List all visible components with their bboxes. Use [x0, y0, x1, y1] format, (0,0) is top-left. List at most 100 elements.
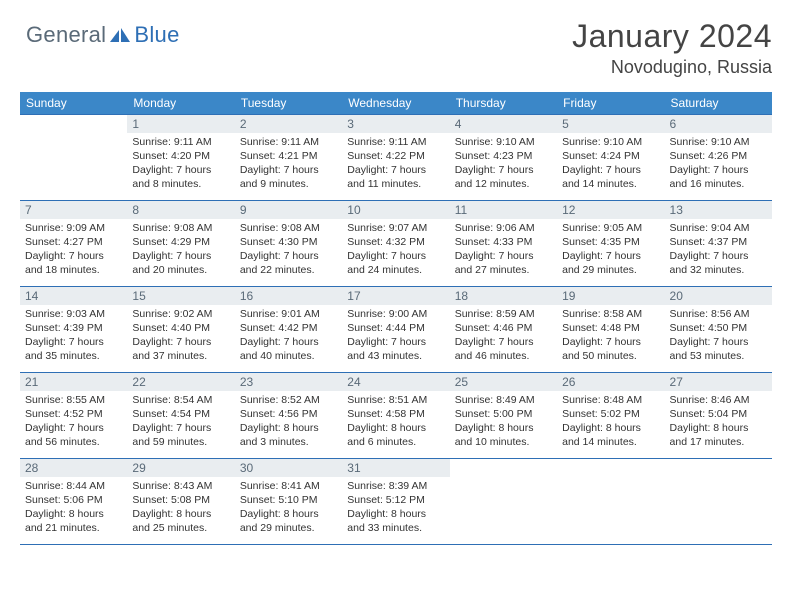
day-details: Sunrise: 9:11 AMSunset: 4:20 PMDaylight:…: [127, 133, 234, 195]
daylight-line-1: Daylight: 7 hours: [455, 250, 552, 264]
daylight-line-2: and 10 minutes.: [455, 436, 552, 450]
sunset-line: Sunset: 4:33 PM: [455, 236, 552, 250]
calendar-day-cell: 1Sunrise: 9:11 AMSunset: 4:20 PMDaylight…: [127, 115, 234, 201]
sunrise-line: Sunrise: 8:52 AM: [240, 394, 337, 408]
calendar-day-cell: 2Sunrise: 9:11 AMSunset: 4:21 PMDaylight…: [235, 115, 342, 201]
day-details: Sunrise: 8:43 AMSunset: 5:08 PMDaylight:…: [127, 477, 234, 539]
calendar-day-cell: 24Sunrise: 8:51 AMSunset: 4:58 PMDayligh…: [342, 373, 449, 459]
calendar-day-cell: 5Sunrise: 9:10 AMSunset: 4:24 PMDaylight…: [557, 115, 664, 201]
daylight-line-2: and 21 minutes.: [25, 522, 122, 536]
sunrise-line: Sunrise: 9:06 AM: [455, 222, 552, 236]
weekday-header: Friday: [557, 92, 664, 115]
daylight-line-1: Daylight: 7 hours: [25, 336, 122, 350]
daylight-line-1: Daylight: 7 hours: [670, 250, 767, 264]
daylight-line-2: and 50 minutes.: [562, 350, 659, 364]
calendar-day-cell: 6Sunrise: 9:10 AMSunset: 4:26 PMDaylight…: [665, 115, 772, 201]
day-details: Sunrise: 8:46 AMSunset: 5:04 PMDaylight:…: [665, 391, 772, 453]
sunset-line: Sunset: 5:00 PM: [455, 408, 552, 422]
day-number: 30: [235, 459, 342, 477]
daylight-line-1: Daylight: 7 hours: [670, 164, 767, 178]
daylight-line-2: and 14 minutes.: [562, 436, 659, 450]
daylight-line-1: Daylight: 7 hours: [347, 164, 444, 178]
sunset-line: Sunset: 4:56 PM: [240, 408, 337, 422]
daylight-line-2: and 16 minutes.: [670, 178, 767, 192]
calendar-day-cell: 29Sunrise: 8:43 AMSunset: 5:08 PMDayligh…: [127, 459, 234, 545]
daylight-line-1: Daylight: 7 hours: [240, 336, 337, 350]
day-number: 23: [235, 373, 342, 391]
sunrise-line: Sunrise: 8:49 AM: [455, 394, 552, 408]
daylight-line-2: and 32 minutes.: [670, 264, 767, 278]
day-number: 21: [20, 373, 127, 391]
daylight-line-2: and 35 minutes.: [25, 350, 122, 364]
calendar-day-cell: 4Sunrise: 9:10 AMSunset: 4:23 PMDaylight…: [450, 115, 557, 201]
daylight-line-2: and 29 minutes.: [240, 522, 337, 536]
day-details: Sunrise: 9:01 AMSunset: 4:42 PMDaylight:…: [235, 305, 342, 367]
sunrise-line: Sunrise: 8:55 AM: [25, 394, 122, 408]
sunrise-line: Sunrise: 9:03 AM: [25, 308, 122, 322]
sunset-line: Sunset: 4:40 PM: [132, 322, 229, 336]
daylight-line-2: and 14 minutes.: [562, 178, 659, 192]
sunset-line: Sunset: 4:21 PM: [240, 150, 337, 164]
sunset-line: Sunset: 4:35 PM: [562, 236, 659, 250]
sunset-line: Sunset: 4:29 PM: [132, 236, 229, 250]
calendar-table: Sunday Monday Tuesday Wednesday Thursday…: [20, 92, 772, 545]
day-number: 10: [342, 201, 449, 219]
sunrise-line: Sunrise: 8:46 AM: [670, 394, 767, 408]
daylight-line-1: Daylight: 7 hours: [132, 250, 229, 264]
calendar-day-cell: 12Sunrise: 9:05 AMSunset: 4:35 PMDayligh…: [557, 201, 664, 287]
day-number: 12: [557, 201, 664, 219]
sunset-line: Sunset: 5:06 PM: [25, 494, 122, 508]
sunset-line: Sunset: 4:48 PM: [562, 322, 659, 336]
daylight-line-1: Daylight: 8 hours: [132, 508, 229, 522]
daylight-line-1: Daylight: 7 hours: [347, 336, 444, 350]
day-details: Sunrise: 9:11 AMSunset: 4:22 PMDaylight:…: [342, 133, 449, 195]
day-details: Sunrise: 8:59 AMSunset: 4:46 PMDaylight:…: [450, 305, 557, 367]
daylight-line-2: and 46 minutes.: [455, 350, 552, 364]
calendar-day-cell: 7Sunrise: 9:09 AMSunset: 4:27 PMDaylight…: [20, 201, 127, 287]
day-number: 4: [450, 115, 557, 133]
day-number: 18: [450, 287, 557, 305]
daylight-line-2: and 3 minutes.: [240, 436, 337, 450]
day-details: Sunrise: 9:06 AMSunset: 4:33 PMDaylight:…: [450, 219, 557, 281]
calendar-day-cell: 14Sunrise: 9:03 AMSunset: 4:39 PMDayligh…: [20, 287, 127, 373]
sunset-line: Sunset: 4:27 PM: [25, 236, 122, 250]
day-details: Sunrise: 9:10 AMSunset: 4:26 PMDaylight:…: [665, 133, 772, 195]
daylight-line-1: Daylight: 8 hours: [347, 508, 444, 522]
calendar-day-cell: 27Sunrise: 8:46 AMSunset: 5:04 PMDayligh…: [665, 373, 772, 459]
daylight-line-1: Daylight: 7 hours: [25, 422, 122, 436]
sunset-line: Sunset: 4:39 PM: [25, 322, 122, 336]
brand-word-1: General: [26, 22, 106, 48]
day-details: Sunrise: 9:07 AMSunset: 4:32 PMDaylight:…: [342, 219, 449, 281]
day-number: 9: [235, 201, 342, 219]
day-number: 13: [665, 201, 772, 219]
daylight-line-2: and 29 minutes.: [562, 264, 659, 278]
location-label: Novodugino, Russia: [572, 57, 772, 78]
weekday-header: Monday: [127, 92, 234, 115]
day-number: 6: [665, 115, 772, 133]
daylight-line-1: Daylight: 7 hours: [25, 250, 122, 264]
day-number: 31: [342, 459, 449, 477]
daylight-line-1: Daylight: 8 hours: [25, 508, 122, 522]
day-details: Sunrise: 9:10 AMSunset: 4:23 PMDaylight:…: [450, 133, 557, 195]
title-block: January 2024 Novodugino, Russia: [572, 18, 772, 78]
daylight-line-2: and 6 minutes.: [347, 436, 444, 450]
day-details: Sunrise: 8:49 AMSunset: 5:00 PMDaylight:…: [450, 391, 557, 453]
sunrise-line: Sunrise: 8:54 AM: [132, 394, 229, 408]
header-bar: General Blue January 2024 Novodugino, Ru…: [20, 18, 772, 78]
sunset-line: Sunset: 5:10 PM: [240, 494, 337, 508]
calendar-week-row: 14Sunrise: 9:03 AMSunset: 4:39 PMDayligh…: [20, 287, 772, 373]
daylight-line-2: and 20 minutes.: [132, 264, 229, 278]
day-number: 15: [127, 287, 234, 305]
day-number: 29: [127, 459, 234, 477]
calendar-day-cell: 20Sunrise: 8:56 AMSunset: 4:50 PMDayligh…: [665, 287, 772, 373]
day-number: 3: [342, 115, 449, 133]
sunrise-line: Sunrise: 8:48 AM: [562, 394, 659, 408]
calendar-day-cell: 19Sunrise: 8:58 AMSunset: 4:48 PMDayligh…: [557, 287, 664, 373]
calendar-day-cell: 25Sunrise: 8:49 AMSunset: 5:00 PMDayligh…: [450, 373, 557, 459]
day-number: 17: [342, 287, 449, 305]
day-number: 24: [342, 373, 449, 391]
weekday-header: Thursday: [450, 92, 557, 115]
weekday-header: Sunday: [20, 92, 127, 115]
calendar-day-cell: 16Sunrise: 9:01 AMSunset: 4:42 PMDayligh…: [235, 287, 342, 373]
daylight-line-1: Daylight: 8 hours: [240, 508, 337, 522]
